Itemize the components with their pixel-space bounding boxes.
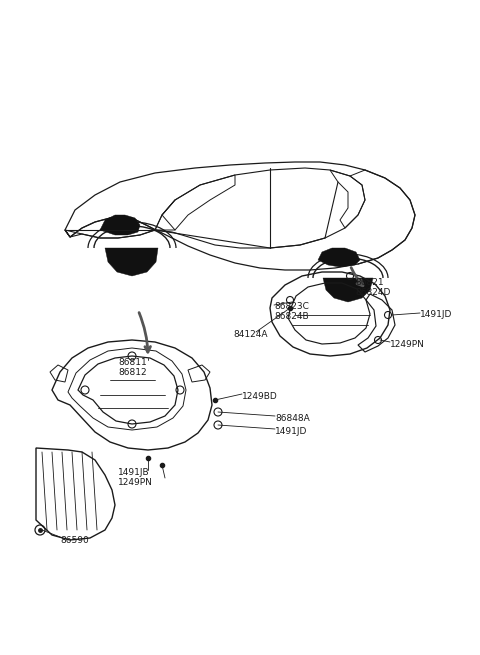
Polygon shape (105, 248, 158, 276)
Text: 86811
86812: 86811 86812 (118, 358, 147, 377)
Text: 84124A: 84124A (233, 330, 267, 339)
Text: 1249BD: 1249BD (242, 392, 278, 401)
Text: 86823C
86824B: 86823C 86824B (274, 302, 309, 322)
Polygon shape (100, 215, 140, 235)
Text: 86821
86824D: 86821 86824D (355, 278, 390, 297)
Text: 1491JB
1249PN: 1491JB 1249PN (118, 468, 153, 487)
Text: 1491JD: 1491JD (420, 310, 452, 319)
Text: 86590: 86590 (60, 536, 89, 545)
Text: 1491JD: 1491JD (275, 427, 307, 436)
Text: 86848A: 86848A (275, 414, 310, 423)
Polygon shape (323, 278, 373, 302)
Text: 1249PN: 1249PN (390, 340, 425, 349)
Polygon shape (318, 248, 360, 267)
